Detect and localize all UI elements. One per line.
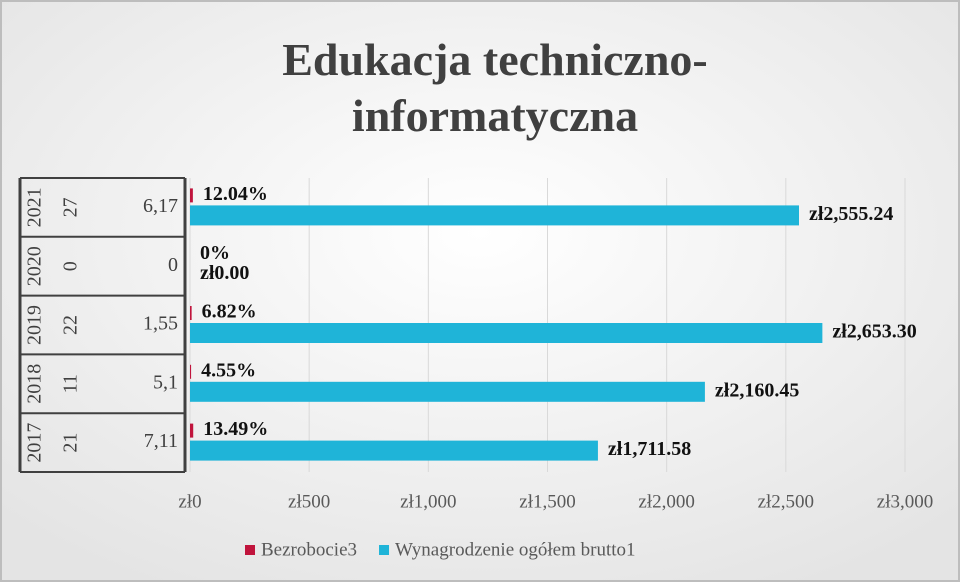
value-label: zł2,555.24 [809,203,893,225]
x-tick-label: zł500 [288,491,330,512]
value-label: zł1,711.58 [608,438,691,460]
x-tick-label: zł2,000 [638,491,694,512]
category-year: 2020 [24,246,46,286]
value-label: 12.04% [203,183,268,205]
category-rate: 5,1 [153,371,178,393]
category-year: 2017 [24,423,46,463]
category-year: 2019 [24,305,46,345]
category-count: 22 [60,315,82,335]
value-label: 13.49% [203,418,268,440]
value-label: zł2,653.30 [832,321,916,343]
bar [190,381,705,402]
x-tick-label: zł0 [178,491,201,512]
category-rate: 6,17 [143,195,178,217]
category-year: 2021 [24,187,46,227]
legend-label: Bezrobocie3 [261,539,357,560]
bar [190,364,192,379]
x-tick-label: zł1,500 [519,491,575,512]
category-count: 27 [60,197,82,217]
value-label: 0% [200,242,230,264]
x-tick-label: zł2,500 [758,491,814,512]
category-rate: 1,55 [143,313,178,335]
category-count: 21 [60,433,82,453]
bar [190,306,192,320]
value-label: zł2,160.45 [715,379,799,401]
category-count: 11 [60,374,82,393]
value-label: 6.82% [202,301,257,323]
category-year: 2018 [24,364,46,404]
bar [190,323,823,343]
x-tick-label: zł1,000 [400,491,456,512]
legend-swatch [245,545,255,555]
chart-title: Edukacja techniczno-informatyczna [282,34,708,141]
x-tick-label: zł3,000 [877,491,933,512]
value-label: 4.55% [201,359,256,381]
value-label: zł0.00 [200,262,249,284]
bar [190,440,598,461]
legend-label: Wynagrodzenie ogółem brutto1 [395,539,636,560]
category-rate: 7,11 [144,430,178,452]
bar [190,188,193,203]
category-rate: 0 [168,254,178,276]
legend-swatch [379,545,390,555]
bar [190,423,194,438]
bar [190,205,799,226]
category-count: 0 [60,261,82,271]
